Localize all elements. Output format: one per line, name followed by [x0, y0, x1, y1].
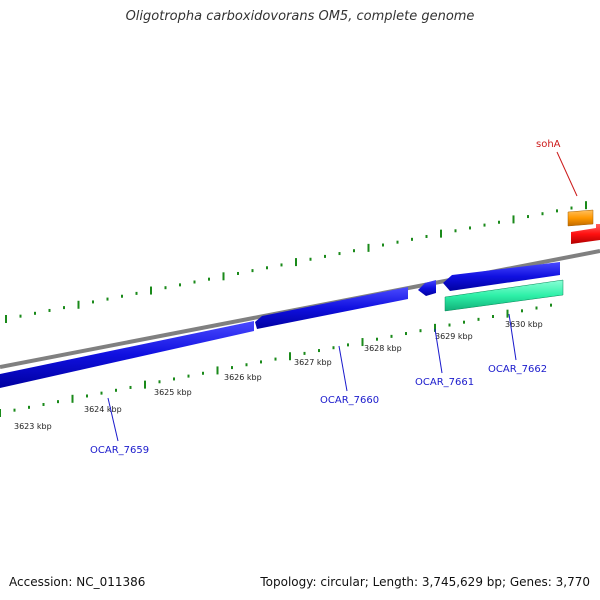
tick-label-3627: 3627 kbp	[294, 358, 332, 367]
tick-label-3628: 3628 kbp	[364, 344, 402, 353]
gene-OCAR_7659-arrow[interactable]	[0, 321, 254, 388]
genome-summary-text: Topology: circular; Length: 3,745,629 bp…	[260, 575, 590, 589]
leader-OCAR_7659	[107, 397, 119, 442]
gene-label-leaders	[107, 313, 517, 442]
gene-label-OCAR_7659[interactable]: OCAR_7659	[90, 445, 149, 456]
gene-sohA-arrow[interactable]	[571, 224, 600, 244]
gene-OCAR_7662-arrow[interactable]	[443, 262, 560, 291]
tick-label-3624: 3624 kbp	[84, 405, 122, 414]
accession-text: Accession: NC_011386	[9, 575, 146, 589]
gene-label-OCAR_7661[interactable]: OCAR_7661	[415, 377, 474, 388]
gene-green-forward-arrow[interactable]	[444, 279, 564, 312]
gene-label-OCAR_7660[interactable]: OCAR_7660	[320, 395, 379, 406]
genome-title: Oligotropha carboxidovorans OM5, complet…	[125, 9, 475, 24]
leader-OCAR_7661	[434, 328, 443, 374]
orange-feature	[567, 209, 594, 227]
gene-OCAR_7661-arrow[interactable]	[418, 280, 436, 296]
gene-label-OCAR_7662[interactable]: OCAR_7662	[488, 364, 547, 375]
gene-OCAR_7660-arrow[interactable]	[255, 287, 408, 329]
gene-label-sohA[interactable]: sohA	[536, 139, 561, 150]
leader-sohA	[556, 151, 578, 197]
leader-OCAR_7660	[338, 345, 348, 392]
tick-label-3623: 3623 kbp	[14, 422, 52, 431]
leader-OCAR_7662	[508, 313, 517, 361]
tick-label-3629: 3629 kbp	[435, 332, 473, 341]
tick-label-3625: 3625 kbp	[154, 388, 192, 397]
tick-label-3626: 3626 kbp	[224, 373, 262, 382]
scale-labels: 3623 kbp 3624 kbp 3625 kbp 3626 kbp 3627…	[14, 320, 543, 431]
lower-tick-track	[0, 303, 552, 417]
tick-label-3630: 3630 kbp	[505, 320, 543, 329]
upper-tick-track	[5, 201, 587, 323]
